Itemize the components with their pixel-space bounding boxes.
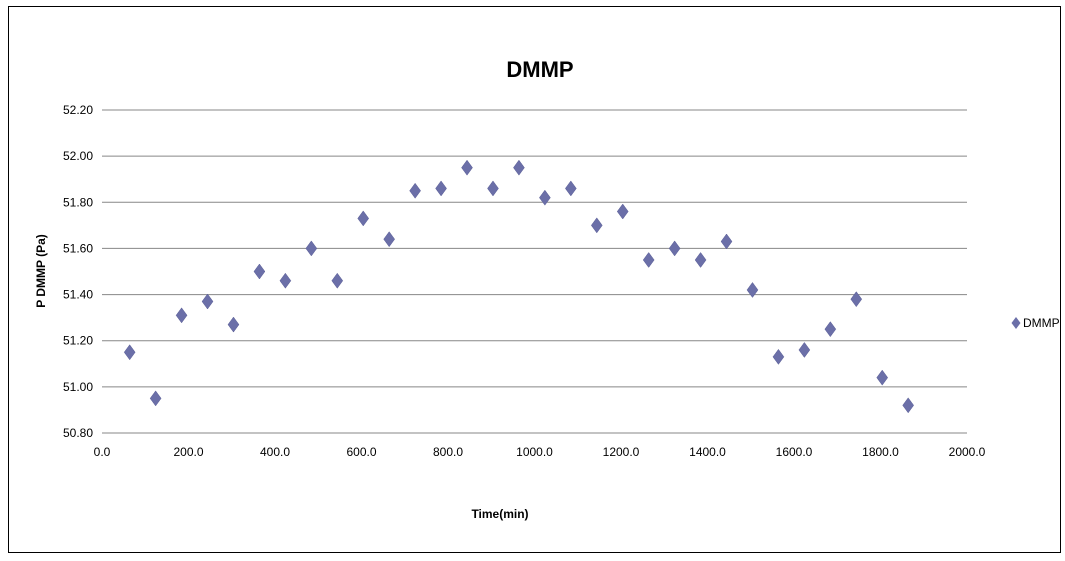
data-point bbox=[876, 369, 889, 386]
y-tick-label: 52.20 bbox=[63, 103, 93, 117]
grid-lines bbox=[102, 109, 967, 434]
y-tick-label: 51.20 bbox=[63, 334, 93, 348]
data-point bbox=[253, 263, 266, 280]
chart-title: DMMP bbox=[506, 57, 573, 82]
data-point bbox=[668, 240, 681, 257]
x-tick-label: 2000.0 bbox=[949, 445, 986, 459]
x-tick-label: 1600.0 bbox=[776, 445, 813, 459]
x-tick-labels: 0.0 200.0 400.0 600.0 800.0 1000.0 1200.0 1400.… bbox=[94, 445, 986, 459]
data-point bbox=[357, 210, 370, 227]
y-axis-label: P DMMP (Pa) bbox=[34, 234, 48, 308]
data-point bbox=[201, 293, 214, 310]
x-tick-label: 1400.0 bbox=[689, 445, 726, 459]
data-point bbox=[487, 180, 499, 197]
y-tick-label: 51.00 bbox=[63, 380, 93, 394]
data-points bbox=[123, 159, 914, 414]
y-tick-label: 50.80 bbox=[63, 426, 93, 440]
x-tick-label: 400.0 bbox=[260, 445, 290, 459]
data-point bbox=[720, 233, 733, 250]
x-tick-label: 800.0 bbox=[433, 445, 463, 459]
data-point bbox=[746, 282, 759, 298]
data-point bbox=[409, 182, 421, 199]
data-point bbox=[383, 231, 395, 248]
y-tick-label: 51.80 bbox=[63, 195, 93, 209]
x-tick-label: 600.0 bbox=[346, 445, 376, 459]
x-tick-label: 0.0 bbox=[94, 445, 111, 459]
data-point bbox=[590, 217, 603, 234]
data-point bbox=[513, 159, 525, 176]
data-point bbox=[824, 321, 837, 338]
data-point bbox=[616, 203, 629, 220]
data-point bbox=[798, 342, 811, 358]
data-point bbox=[435, 180, 447, 197]
data-point bbox=[331, 272, 344, 289]
x-tick-label: 1000.0 bbox=[516, 445, 553, 459]
data-point bbox=[227, 316, 240, 333]
y-tick-label: 51.40 bbox=[63, 288, 93, 302]
data-point bbox=[175, 307, 188, 324]
y-tick-label: 51.60 bbox=[63, 241, 93, 255]
data-point bbox=[902, 397, 914, 414]
data-point bbox=[123, 344, 136, 361]
data-point bbox=[149, 390, 162, 407]
data-point bbox=[539, 189, 551, 206]
data-point bbox=[772, 348, 785, 365]
data-point bbox=[694, 252, 707, 268]
data-point bbox=[850, 291, 863, 308]
x-tick-label: 200.0 bbox=[173, 445, 203, 459]
data-point bbox=[279, 272, 292, 289]
legend-label-dmmp: DMMP bbox=[1023, 316, 1060, 330]
chart-svg: DMMP 50.80 51.00 51.20 51.40 51.60 51.80 52.00… bbox=[34, 57, 1060, 521]
data-point bbox=[642, 252, 655, 268]
legend: DMMP bbox=[1011, 316, 1060, 330]
legend-marker-dmmp bbox=[1011, 317, 1021, 329]
chart-frame: DMMP 50.80 51.00 51.20 51.40 51.60 51.80 52.00… bbox=[8, 6, 1061, 553]
x-tick-label: 1800.0 bbox=[862, 445, 899, 459]
x-tick-label: 1200.0 bbox=[603, 445, 640, 459]
data-point bbox=[565, 180, 577, 197]
x-axis-label: Time(min) bbox=[471, 507, 528, 521]
y-tick-label: 52.00 bbox=[63, 149, 93, 163]
data-point bbox=[305, 240, 318, 257]
data-point bbox=[461, 159, 473, 176]
y-tick-labels: 50.80 51.00 51.20 51.40 51.60 51.80 52.00 52.20 bbox=[63, 103, 93, 440]
